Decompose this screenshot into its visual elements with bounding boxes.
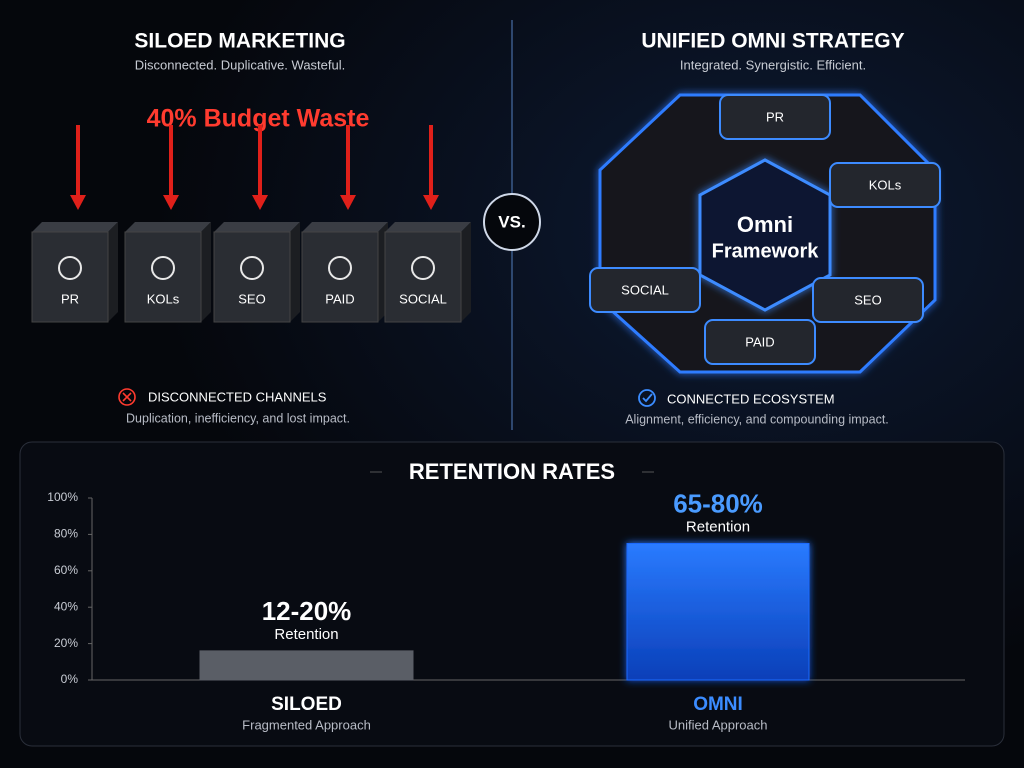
arrow-head bbox=[252, 195, 268, 210]
arrow-head bbox=[423, 195, 439, 210]
y-tick-label: 40% bbox=[54, 599, 78, 613]
right-caption: Alignment, efficiency, and compounding i… bbox=[625, 412, 889, 426]
category-subtitle: Fragmented Approach bbox=[242, 717, 371, 732]
cube-side bbox=[461, 222, 471, 322]
segment-label: PAID bbox=[745, 334, 774, 349]
segment bbox=[829, 162, 941, 208]
cube-top bbox=[214, 222, 300, 232]
channel-label: KOLs bbox=[147, 291, 180, 306]
cube-top bbox=[385, 222, 471, 232]
x-icon-mark bbox=[122, 392, 132, 402]
channel-icon bbox=[328, 256, 352, 280]
arrow-head bbox=[70, 195, 86, 210]
arrow-head bbox=[340, 195, 356, 210]
right-status: CONNECTED ECOSYSTEM bbox=[667, 391, 835, 406]
cube bbox=[31, 231, 109, 323]
segment-label: KOLs bbox=[869, 177, 902, 192]
vs-label: VS. bbox=[498, 212, 525, 231]
x-tick-label: OMNI bbox=[693, 694, 743, 715]
cube-side bbox=[108, 222, 118, 322]
channel-label: PR bbox=[61, 291, 79, 306]
chart-title: RETENTION RATES bbox=[409, 459, 615, 484]
bar-annotation-sub: Retention bbox=[274, 626, 338, 643]
cube-top bbox=[302, 222, 388, 232]
channel-label: SOCIAL bbox=[399, 291, 447, 306]
y-tick-label: 100% bbox=[47, 490, 78, 504]
check-icon bbox=[638, 389, 656, 407]
cube-top bbox=[125, 222, 211, 232]
right-subtitle: Integrated. Synergistic. Efficient. bbox=[680, 57, 866, 72]
bar-annotation: 12-20% bbox=[262, 596, 352, 626]
segment-label: PR bbox=[766, 109, 784, 124]
channel-icon bbox=[411, 256, 435, 280]
center-label: Omni bbox=[737, 212, 793, 237]
cube bbox=[384, 231, 462, 323]
bar-annotation: 65-80% bbox=[673, 488, 763, 518]
chart-panel bbox=[19, 441, 1005, 747]
segment bbox=[812, 277, 924, 323]
channel-label: PAID bbox=[325, 291, 354, 306]
segment-label: SOCIAL bbox=[621, 282, 669, 297]
vs-badge bbox=[483, 193, 541, 251]
bar bbox=[199, 650, 414, 681]
channel-label: SEO bbox=[238, 291, 265, 306]
left-status: DISCONNECTED CHANNELS bbox=[148, 389, 327, 404]
bar-annotation-sub: Retention bbox=[686, 518, 750, 535]
x-tick-label: SILOED bbox=[271, 694, 342, 715]
center-label: Framework bbox=[712, 240, 820, 262]
cube-top bbox=[32, 222, 118, 232]
arrow-head bbox=[163, 195, 179, 210]
y-tick-label: 80% bbox=[54, 527, 78, 541]
channel-icon bbox=[240, 256, 264, 280]
y-tick-label: 20% bbox=[54, 636, 78, 650]
segment-label: SEO bbox=[854, 292, 881, 307]
right-title: UNIFIED OMNI STRATEGY bbox=[641, 30, 904, 53]
left-caption: Duplication, inefficiency, and lost impa… bbox=[126, 411, 350, 425]
channel-icon bbox=[58, 256, 82, 280]
cube bbox=[124, 231, 202, 323]
left-subtitle: Disconnected. Duplicative. Wasteful. bbox=[135, 57, 346, 72]
category-subtitle: Unified Approach bbox=[668, 717, 767, 732]
channel-icon bbox=[151, 256, 175, 280]
segment bbox=[704, 319, 816, 365]
left-title: SILOED MARKETING bbox=[134, 30, 345, 53]
segment bbox=[589, 267, 701, 313]
cube-side bbox=[201, 222, 211, 322]
x-icon bbox=[118, 388, 136, 406]
cube-side bbox=[290, 222, 300, 322]
segment bbox=[719, 94, 831, 140]
cube bbox=[213, 231, 291, 323]
check-icon-mark bbox=[642, 393, 653, 403]
cube bbox=[301, 231, 379, 323]
bar bbox=[626, 543, 810, 681]
y-tick-label: 0% bbox=[61, 672, 79, 686]
y-tick-label: 60% bbox=[54, 563, 78, 577]
